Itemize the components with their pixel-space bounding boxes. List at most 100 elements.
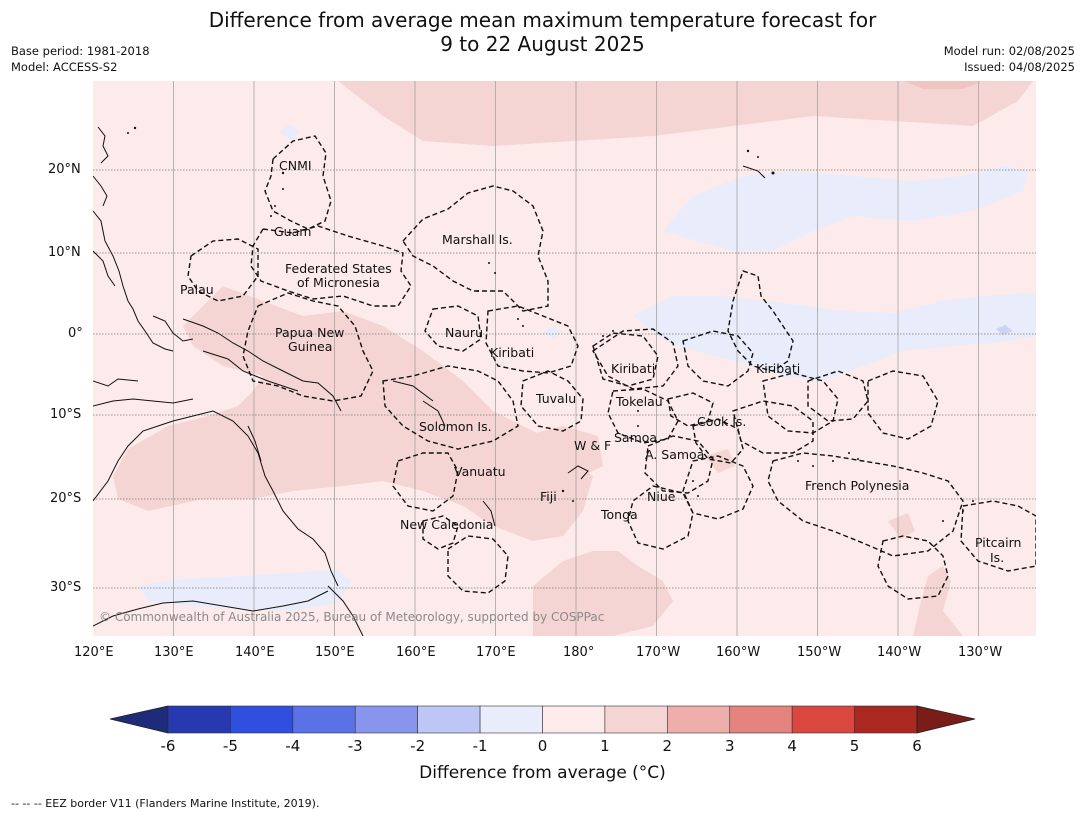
warm-region-top-right <box>903 81 983 89</box>
colorbar-bin <box>667 705 731 734</box>
lon-tick-150e: 150°E <box>315 645 355 660</box>
label-pitcairn-line1: Pitcairn <box>975 535 1021 550</box>
cool-spot-nauru <box>541 327 563 339</box>
colorbar-tick-label: -5 <box>223 737 238 755</box>
lon-tick-140w: 140°W <box>877 645 922 660</box>
label-kiribati-west: Kiribati <box>490 345 534 360</box>
colorbar-tick-label: -1 <box>473 737 488 755</box>
lon-tick-170w: 170°W <box>636 645 681 660</box>
label-samoa: Samoa <box>614 430 657 445</box>
label-marshall-islands: Marshall Is. <box>442 232 513 247</box>
cool-spot-north <box>279 124 299 141</box>
colorbar-bin <box>292 705 356 734</box>
title-line-2: 9 to 22 August 2025 <box>440 32 645 56</box>
label-tonga: Tonga <box>600 507 638 522</box>
label-cook-islands: Cook Is. <box>697 414 746 429</box>
lon-tick-130w: 130°W <box>958 645 1003 660</box>
colorbar-tick-label: 3 <box>725 737 735 755</box>
lat-tick-30s: 30°S <box>50 580 82 595</box>
colorbar-bin <box>542 705 606 734</box>
colorbar-title: Difference from average (°C) <box>419 763 666 783</box>
colorbar-tick-label: -3 <box>348 737 363 755</box>
colorbar-tick-label: 5 <box>850 737 860 755</box>
label-guam: Guam <box>274 224 311 239</box>
colorbar-bin <box>729 705 793 734</box>
colorbar: -6 -5 -4 -3 -2 -1 0 1 2 3 4 5 6 <box>109 705 976 755</box>
lon-tick-150w: 150°W <box>797 645 842 660</box>
footer-note: -- -- -- EEZ border V11 (Flanders Marine… <box>11 797 320 810</box>
title-line-1: Difference from average mean maximum tem… <box>208 8 877 32</box>
label-micronesia-line2: of Micronesia <box>297 275 380 290</box>
colorbar-tick-label: -4 <box>285 737 300 755</box>
label-new-caledonia: New Caledonia <box>400 517 493 532</box>
model-name: Model: ACCESS-S2 <box>11 60 118 74</box>
base-period: Base period: 1981-2018 <box>11 44 150 58</box>
warm-region-south <box>533 551 673 636</box>
label-kiribati-central: Kiribati <box>611 361 655 376</box>
colorbar-bin <box>417 705 481 734</box>
lat-tick-10n: 10°N <box>48 245 81 260</box>
eez-borders <box>187 135 1036 600</box>
label-micronesia-line1: Federated States <box>285 261 392 276</box>
cool-region-south-west <box>138 569 351 611</box>
issued-date: Issued: 04/08/2025 <box>964 60 1075 74</box>
label-pitcairn-line2: Is. <box>990 550 1004 565</box>
label-png-line2: Guinea <box>288 339 332 354</box>
colorbar-tick-label: -2 <box>410 737 425 755</box>
warm-region-north <box>338 81 1033 146</box>
model-run: Model run: 02/08/2025 <box>943 44 1075 58</box>
forecast-map: CNMI Guam Marshall Is. Federated States … <box>93 81 1036 636</box>
lat-tick-0: 0° <box>68 326 83 341</box>
lon-tick-130e: 130°E <box>154 645 194 660</box>
colorbar-bins <box>167 705 918 734</box>
colorbar-tick-label: 6 <box>912 737 922 755</box>
colorbar-tick-label: -6 <box>161 737 176 755</box>
colorbar-tick-label: 0 <box>538 737 548 755</box>
label-kiribati-east: Kiribati <box>756 361 800 376</box>
copyright-notice: © Commonwealth of Australia 2025, Bureau… <box>99 610 604 624</box>
colorbar-under-arrow <box>109 705 169 734</box>
lon-tick-170e: 170°E <box>476 645 516 660</box>
warm-region-southeast <box>913 566 963 636</box>
colorbar-over-arrow <box>916 705 976 734</box>
label-vanuatu: Vanuatu <box>454 464 506 479</box>
colorbar-bin <box>791 705 855 734</box>
cool-region-equator <box>633 293 1036 381</box>
colorbar-tick-label: 1 <box>600 737 610 755</box>
lon-tick-160e: 160°E <box>396 645 436 660</box>
warm-spot-east <box>888 513 915 539</box>
label-cnmi: CNMI <box>279 158 312 173</box>
lat-tick-20s: 20°S <box>50 491 82 506</box>
label-fiji: Fiji <box>540 489 557 504</box>
warm-region-melanesia <box>113 286 593 541</box>
label-solomon-islands: Solomon Is. <box>419 419 492 434</box>
label-palau: Palau <box>180 282 214 297</box>
warm-region-fiji <box>523 426 603 476</box>
label-american-samoa: A. Samoa <box>645 447 704 462</box>
latitude-gridlines <box>93 169 1036 589</box>
lat-tick-20n: 20°N <box>48 162 81 177</box>
lon-tick-140e: 140°E <box>235 645 275 660</box>
colorbar-ticks: -6 -5 -4 -3 -2 -1 0 1 2 3 4 5 6 <box>161 737 922 755</box>
colorbar-bin <box>354 705 418 734</box>
label-nauru: Nauru <box>445 325 483 340</box>
lon-tick-120e: 120°E <box>74 645 114 660</box>
lon-tick-180: 180° <box>563 645 595 660</box>
label-tuvalu: Tuvalu <box>535 391 576 406</box>
colorbar-bin <box>604 705 668 734</box>
colorbar-bin <box>479 705 543 734</box>
label-png-line1: Papua New <box>275 325 344 340</box>
colorbar-bin <box>167 705 231 734</box>
label-niue: Niue <box>647 489 676 504</box>
colorbar-tick-label: 4 <box>787 737 797 755</box>
longitude-gridlines <box>173 81 979 636</box>
cool-region-central-north <box>663 166 1028 251</box>
label-wallis-futuna: W & F <box>574 438 611 453</box>
label-tokelau: Tokelau <box>615 394 663 409</box>
colorbar-bin <box>230 705 294 734</box>
colorbar-tick-label: 2 <box>663 737 673 755</box>
cool-spot-east <box>996 325 1013 335</box>
coastlines <box>93 126 766 636</box>
label-french-polynesia: French Polynesia <box>805 478 909 493</box>
colorbar-bin <box>854 705 918 734</box>
